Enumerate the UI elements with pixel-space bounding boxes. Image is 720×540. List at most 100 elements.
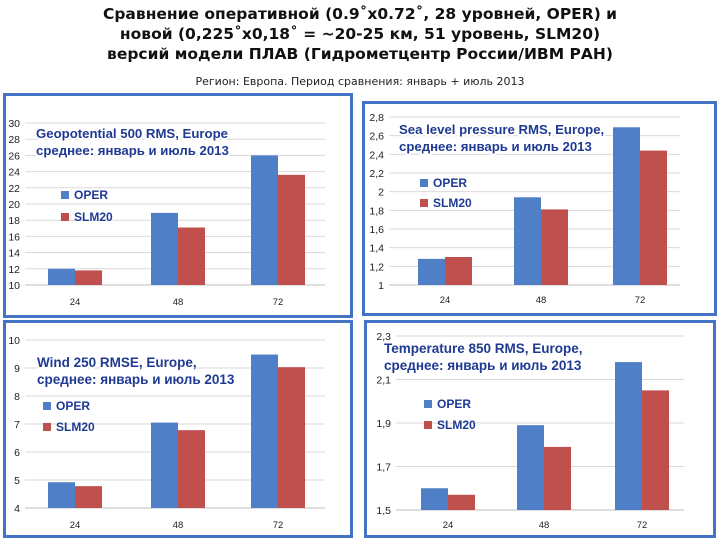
page-subtitle: Регион: Европа. Период сравнения: январь…	[195, 75, 525, 88]
page-title: Сравнение оперативной (0.9˚x0.72˚, 28 ур…	[0, 4, 720, 64]
bar-oper-24	[48, 268, 75, 285]
legend-swatch-slm20	[61, 213, 69, 221]
y-tick-label: 24	[8, 167, 20, 179]
y-tick-label: 16	[8, 231, 20, 243]
legend-label-oper: OPER	[437, 397, 471, 411]
legend-label-slm20: SLM20	[56, 420, 95, 434]
y-tick-label: 26	[8, 150, 20, 162]
bar-slm20-24	[448, 494, 475, 510]
x-tick-label: 48	[173, 520, 184, 531]
y-tick-label: 8	[14, 391, 20, 403]
y-tick-label: 5	[14, 475, 20, 487]
y-tick-label: 2,2	[369, 168, 384, 180]
y-tick-label: 22	[8, 183, 20, 195]
bar-oper-48	[514, 197, 541, 285]
chart-title-line: Wind 250 RMSE, Europe,	[37, 355, 197, 370]
chart-panel-wind: 4 5 6 7 8 9 10 24 48 72 Wind 250 RMSE, Europe, сред…	[3, 320, 353, 538]
x-tick-label: 24	[70, 520, 81, 531]
chart-svg: 1,5 1,7 1,9 2,1 2,3 24 48 72 Temperature 850 RMS…	[364, 320, 716, 538]
x-tick-label: 24	[70, 297, 81, 308]
y-tick-label: 1,2	[369, 261, 384, 273]
x-tick-label: 72	[273, 520, 284, 531]
y-tick-label: 28	[8, 134, 20, 146]
x-tick-label: 24	[443, 520, 454, 531]
y-tick-label: 2,6	[369, 131, 384, 143]
y-tick-label: 1,6	[369, 224, 384, 236]
bar-slm20-72	[640, 150, 667, 285]
y-tick-label: 1	[378, 280, 384, 292]
bar-slm20-48	[544, 446, 571, 510]
y-tick-label: 4	[14, 503, 20, 515]
legend-label-oper: OPER	[433, 176, 467, 190]
y-tick-label: 1,5	[376, 505, 391, 517]
chart-title-line: среднее: январь и июль 2013	[37, 372, 235, 387]
bar-oper-72	[613, 127, 640, 285]
legend-swatch-oper	[420, 179, 428, 187]
y-tick-label: 2,3	[376, 331, 391, 343]
x-tick-label: 48	[539, 520, 550, 531]
y-tick-label: 1,4	[369, 243, 384, 255]
title-line-1: Сравнение оперативной (0.9˚x0.72˚, 28 ур…	[102, 5, 618, 23]
y-tick-label: 1,9	[376, 418, 391, 430]
y-tick-label: 20	[8, 199, 20, 211]
chart-panel-geopotential: 10 12 14 16 18 20 22 24 26 28 30 24 48 72 Geopotential…	[3, 93, 353, 318]
title-line-3: версий модели ПЛАВ (Гидрометцентр России…	[107, 45, 613, 63]
y-tick-label: 7	[14, 419, 20, 431]
chart-svg: 10 12 14 16 18 20 22 24 26 28 30 24 48 72 Geopotential…	[3, 93, 353, 318]
bar-oper-72	[615, 362, 642, 510]
y-tick-label: 14	[8, 248, 20, 260]
chart-title-line: Geopotential 500 RMS, Europe	[36, 126, 228, 141]
bar-slm20-24	[75, 270, 102, 285]
x-tick-label: 48	[536, 295, 547, 306]
y-tick-label: 6	[14, 447, 20, 459]
title-line-2: новой (0,225˚x0,18˚ = ~20-25 км, 51 уров…	[119, 25, 601, 43]
legend-label-oper: OPER	[74, 188, 108, 202]
legend-swatch-slm20	[420, 199, 428, 207]
legend-swatch-slm20	[43, 423, 51, 431]
bar-oper-72	[251, 155, 278, 285]
bar-slm20-72	[278, 367, 305, 508]
x-tick-label: 24	[440, 295, 451, 306]
y-tick-label: 1,8	[369, 205, 384, 217]
y-tick-label: 10	[8, 280, 20, 292]
chart-svg: 1 1,2 1,4 1,6 1,8 2 2,2 2,4 2,6 2,8 24 48 72 Sea leve…	[362, 101, 717, 316]
y-tick-label: 12	[8, 264, 20, 276]
x-tick-label: 48	[173, 297, 184, 308]
chart-svg: 4 5 6 7 8 9 10 24 48 72 Wind 250 RMSE, Europe, сред…	[3, 320, 353, 538]
chart-title-line: среднее: январь и июль 2013	[399, 139, 592, 154]
y-tick-label: 30	[8, 118, 20, 130]
bar-oper-48	[151, 422, 178, 508]
legend-label-slm20: SLM20	[74, 210, 113, 224]
bar-slm20-48	[541, 209, 568, 285]
chart-panel-temperature: 1,5 1,7 1,9 2,1 2,3 24 48 72 Temperature 850 RMS…	[364, 320, 716, 538]
bar-oper-48	[517, 425, 544, 510]
bar-oper-24	[418, 258, 445, 285]
y-tick-label: 2	[378, 187, 384, 199]
bar-slm20-48	[178, 227, 205, 285]
bar-slm20-48	[178, 430, 205, 508]
bar-slm20-72	[642, 390, 669, 510]
bar-slm20-24	[75, 486, 102, 508]
y-tick-label: 2,1	[376, 375, 391, 387]
legend-label-oper: OPER	[56, 399, 90, 413]
chart-title-line: среднее: январь и июль 2013	[36, 143, 229, 158]
x-tick-label: 72	[637, 520, 648, 531]
x-tick-label: 72	[635, 295, 646, 306]
x-tick-label: 72	[273, 297, 284, 308]
bar-slm20-24	[445, 257, 472, 285]
bar-slm20-72	[278, 174, 305, 285]
legend-swatch-slm20	[424, 421, 432, 429]
bar-oper-72	[251, 354, 278, 508]
y-tick-label: 18	[8, 215, 20, 227]
bar-oper-48	[151, 212, 178, 285]
y-tick-label: 10	[8, 335, 20, 347]
legend-swatch-oper	[61, 191, 69, 199]
legend-label-slm20: SLM20	[437, 418, 476, 432]
chart-title-line: Temperature 850 RMS, Europe,	[384, 341, 583, 356]
y-tick-label: 2,4	[369, 149, 384, 161]
y-tick-label: 2,8	[369, 112, 384, 124]
bar-oper-24	[48, 482, 75, 508]
chart-title-line: Sea level pressure RMS, Europe,	[399, 122, 604, 137]
chart-panel-sea-level-pressure: 1 1,2 1,4 1,6 1,8 2 2,2 2,4 2,6 2,8 24 48 72 Sea leve…	[362, 101, 717, 316]
y-tick-label: 9	[14, 363, 20, 375]
